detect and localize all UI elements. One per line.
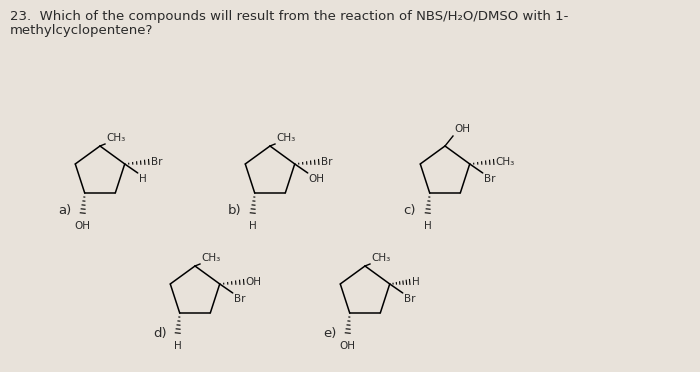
Text: H: H: [424, 221, 432, 231]
Text: H: H: [139, 174, 146, 184]
Text: CH₃: CH₃: [106, 133, 125, 143]
Text: CH₃: CH₃: [201, 253, 220, 263]
Text: OH: OH: [75, 221, 91, 231]
Text: CH₃: CH₃: [276, 133, 295, 143]
Text: OH: OH: [309, 174, 325, 184]
Text: 23.  Which of the compounds will result from the reaction of NBS/H₂O/DMSO with 1: 23. Which of the compounds will result f…: [10, 10, 568, 23]
Text: b): b): [228, 204, 242, 217]
Text: methylcyclopentene?: methylcyclopentene?: [10, 24, 153, 37]
Text: e): e): [323, 327, 337, 340]
Text: a): a): [58, 204, 71, 217]
Text: OH: OH: [246, 277, 262, 287]
Text: d): d): [153, 327, 167, 340]
Text: Br: Br: [234, 294, 245, 304]
Text: c): c): [403, 204, 416, 217]
Text: H: H: [412, 277, 419, 287]
Text: Br: Br: [150, 157, 162, 167]
Text: OH: OH: [454, 124, 470, 134]
Text: Br: Br: [484, 174, 495, 184]
Text: H: H: [174, 341, 181, 351]
Text: OH: OH: [340, 341, 356, 351]
Text: Br: Br: [404, 294, 415, 304]
Text: CH₃: CH₃: [496, 157, 515, 167]
Text: H: H: [248, 221, 257, 231]
Text: CH₃: CH₃: [371, 253, 391, 263]
Text: Br: Br: [321, 157, 332, 167]
